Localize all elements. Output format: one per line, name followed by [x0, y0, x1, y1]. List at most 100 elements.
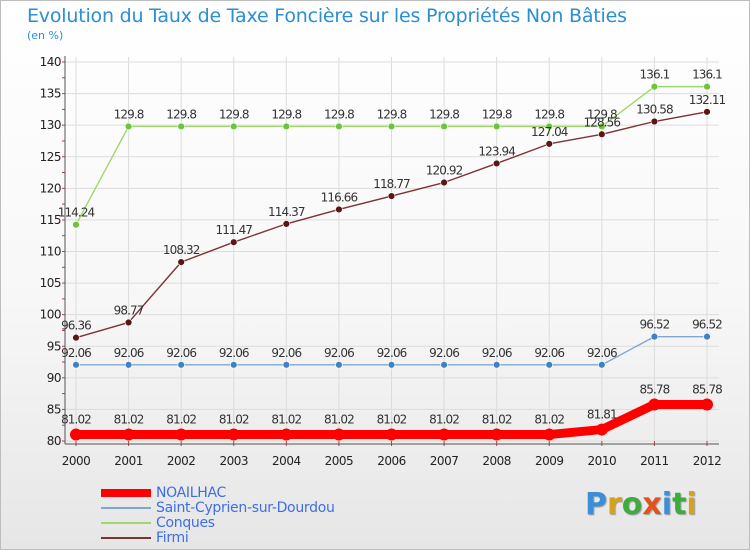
data-point-saint-cyprien-sur-dourdou-2007 — [440, 361, 448, 369]
legend-swatch-saint-cyprien — [101, 507, 151, 509]
legend-swatch-conques — [101, 522, 151, 524]
data-label-saint-cyprien-sur-dourdou-2003: 92.06 — [219, 346, 249, 360]
x-tick-label-2004: 2004 — [272, 454, 301, 468]
data-label-saint-cyprien-sur-dourdou-2011: 96.52 — [639, 318, 669, 332]
data-label-firmi-2007: 120.92 — [426, 164, 463, 178]
data-label-conques-2000: 114.24 — [58, 206, 95, 220]
data-label-saint-cyprien-sur-dourdou-2012: 96.52 — [692, 318, 722, 332]
data-point-conques-2007 — [440, 122, 448, 131]
data-label-firmi-2011: 130.58 — [636, 103, 673, 117]
data-label-saint-cyprien-sur-dourdou-2000: 92.06 — [61, 346, 91, 360]
logo-letter: i — [686, 487, 697, 522]
legend-item-saint-cyprien: Saint-Cyprien-sur-Dourdou — [101, 500, 335, 516]
data-label-conques-2005: 129.8 — [324, 107, 354, 121]
data-label-saint-cyprien-sur-dourdou-2005: 92.06 — [324, 346, 354, 360]
legend-swatch-noailhac — [101, 489, 151, 497]
data-point-conques-2003 — [230, 122, 238, 131]
legend-swatch-firmi — [101, 537, 151, 539]
data-label-firmi-2006: 118.77 — [373, 177, 410, 191]
data-label-conques-2001: 129.8 — [114, 107, 144, 121]
data-label-noailhac-2001: 81.02 — [114, 413, 144, 427]
data-point-firmi-2004 — [282, 220, 291, 228]
x-tick-label-2003: 2003 — [219, 454, 248, 468]
data-label-firmi-2012: 132.11 — [689, 93, 726, 107]
data-label-conques-2008: 129.8 — [482, 107, 512, 121]
y-tick-label-105: 105 — [40, 276, 61, 290]
chart-title: Evolution du Taux de Taxe Foncière sur l… — [27, 5, 627, 27]
data-point-conques-2012 — [703, 82, 711, 91]
data-point-saint-cyprien-sur-dourdou-2006 — [387, 361, 396, 369]
data-label-noailhac-2002: 81.02 — [166, 413, 196, 427]
data-label-noailhac-2006: 81.02 — [377, 413, 407, 427]
data-label-noailhac-2010: 81.81 — [587, 408, 617, 422]
data-point-noailhac-2008 — [490, 428, 503, 441]
x-tick-label-2009: 2009 — [535, 454, 564, 468]
x-tick-label-2000: 2000 — [62, 454, 91, 468]
logo-letter: i — [661, 487, 673, 522]
data-label-conques-2012: 136.1 — [692, 68, 722, 82]
legend-item-firmi: Firmi — [101, 530, 189, 546]
data-label-conques-2010: 129.8 — [587, 107, 617, 121]
data-label-firmi-2003: 111.47 — [215, 223, 252, 237]
data-label-saint-cyprien-sur-dourdou-2004: 92.06 — [271, 346, 301, 360]
data-label-firmi-2002: 108.32 — [163, 243, 200, 257]
data-point-saint-cyprien-sur-dourdou-2002 — [177, 361, 185, 369]
data-point-conques-2010 — [598, 122, 606, 131]
data-point-firmi-2008 — [492, 159, 501, 168]
legend-label-saint-cyprien: Saint-Cyprien-sur-Dourdou — [156, 500, 335, 516]
x-tick-label-2005: 2005 — [325, 454, 354, 468]
data-point-noailhac-2011 — [648, 398, 661, 411]
data-point-saint-cyprien-sur-dourdou-2003 — [230, 361, 238, 369]
data-point-conques-2000 — [72, 221, 80, 229]
y-tick-label-135: 135 — [40, 87, 61, 101]
data-label-saint-cyprien-sur-dourdou-2001: 92.06 — [114, 346, 144, 360]
data-label-conques-2006: 129.8 — [377, 107, 407, 121]
data-point-firmi-2003 — [230, 238, 238, 246]
data-label-noailhac-2005: 81.02 — [324, 413, 354, 427]
data-label-saint-cyprien-sur-dourdou-2006: 92.06 — [377, 346, 407, 360]
data-point-conques-2004 — [282, 122, 291, 131]
data-label-saint-cyprien-sur-dourdou-2009: 92.06 — [534, 346, 564, 360]
y-tick-label-125: 125 — [40, 150, 61, 164]
data-point-firmi-2005 — [335, 205, 343, 214]
data-point-noailhac-2001 — [122, 428, 135, 441]
data-point-conques-2005 — [335, 122, 343, 131]
logo-letter: r — [607, 487, 622, 522]
data-point-firmi-2012 — [703, 108, 711, 116]
data-point-noailhac-2007 — [438, 428, 451, 441]
y-tick-label-120: 120 — [40, 181, 61, 195]
data-point-firmi-2006 — [387, 192, 396, 200]
data-point-saint-cyprien-sur-dourdou-2000 — [72, 361, 80, 369]
x-tick-label-2002: 2002 — [167, 454, 196, 468]
data-point-firmi-2009 — [545, 140, 553, 148]
proxiti-logo: Proxiti — [585, 487, 697, 522]
data-label-noailhac-2000: 81.02 — [61, 413, 91, 427]
legend-label-firmi: Firmi — [156, 530, 189, 546]
data-label-conques-2009: 129.8 — [534, 107, 564, 121]
data-label-saint-cyprien-sur-dourdou-2010: 92.06 — [587, 346, 617, 360]
data-point-noailhac-2003 — [227, 428, 240, 441]
data-point-saint-cyprien-sur-dourdou-2001 — [124, 361, 133, 369]
x-tick-label-2012: 2012 — [693, 454, 722, 468]
data-label-noailhac-2011: 85.78 — [639, 382, 669, 396]
data-label-conques-2007: 129.8 — [429, 107, 459, 121]
data-point-saint-cyprien-sur-dourdou-2004 — [282, 361, 291, 369]
data-point-noailhac-2006 — [385, 428, 398, 441]
data-label-noailhac-2012: 85.78 — [692, 382, 722, 396]
data-point-noailhac-2009 — [543, 428, 556, 441]
data-point-conques-2011 — [650, 82, 659, 91]
axes: 80 85 90 95 100 105 110 115 120 125 130 135 140 2000 2… — [40, 55, 722, 468]
x-tick-label-2011: 2011 — [640, 454, 669, 468]
data-point-firmi-2011 — [650, 117, 659, 126]
data-point-conques-2009 — [545, 122, 553, 131]
logo-letter: x — [642, 487, 662, 522]
data-point-firmi-2002 — [177, 258, 185, 266]
x-tick-label-2008: 2008 — [482, 454, 511, 468]
data-point-conques-2008 — [492, 122, 501, 131]
data-label-saint-cyprien-sur-dourdou-2008: 92.06 — [482, 346, 512, 360]
y-tick-label-100: 100 — [40, 308, 61, 322]
data-point-saint-cyprien-sur-dourdou-2011 — [650, 332, 659, 341]
y-tick-label-95: 95 — [47, 339, 61, 353]
legend-item-noailhac: NOAILHAC — [101, 485, 226, 501]
